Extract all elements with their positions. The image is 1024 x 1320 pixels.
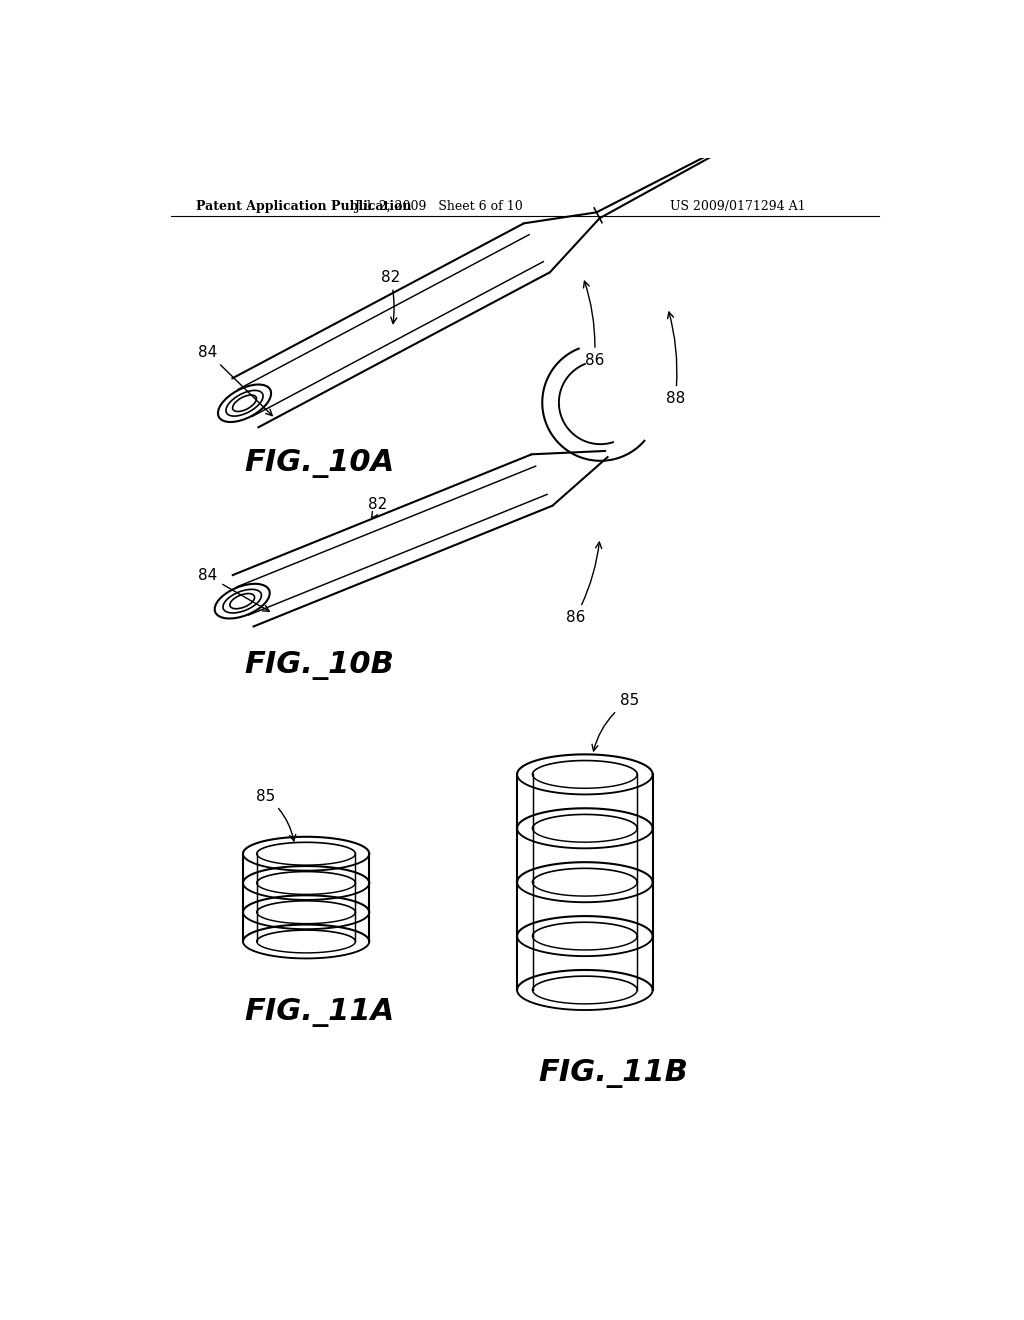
Text: Jul. 2, 2009   Sheet 6 of 10: Jul. 2, 2009 Sheet 6 of 10 [354, 199, 523, 213]
Text: US 2009/0171294 A1: US 2009/0171294 A1 [670, 199, 805, 213]
Text: 86: 86 [565, 543, 602, 624]
Text: 85: 85 [256, 788, 296, 841]
Text: 85: 85 [592, 693, 639, 751]
Text: 82: 82 [381, 269, 400, 323]
Text: Patent Application Publication: Patent Application Publication [196, 199, 412, 213]
Text: 88: 88 [666, 312, 685, 407]
Text: FIG._11B: FIG._11B [539, 1059, 688, 1088]
Text: 82: 82 [368, 496, 387, 519]
Text: 86: 86 [584, 281, 604, 368]
Text: FIG._11A: FIG._11A [245, 998, 395, 1027]
Text: 84: 84 [199, 345, 272, 416]
Text: FIG._10B: FIG._10B [245, 651, 394, 680]
Text: FIG._10A: FIG._10A [245, 449, 395, 478]
Text: 84: 84 [199, 569, 269, 611]
